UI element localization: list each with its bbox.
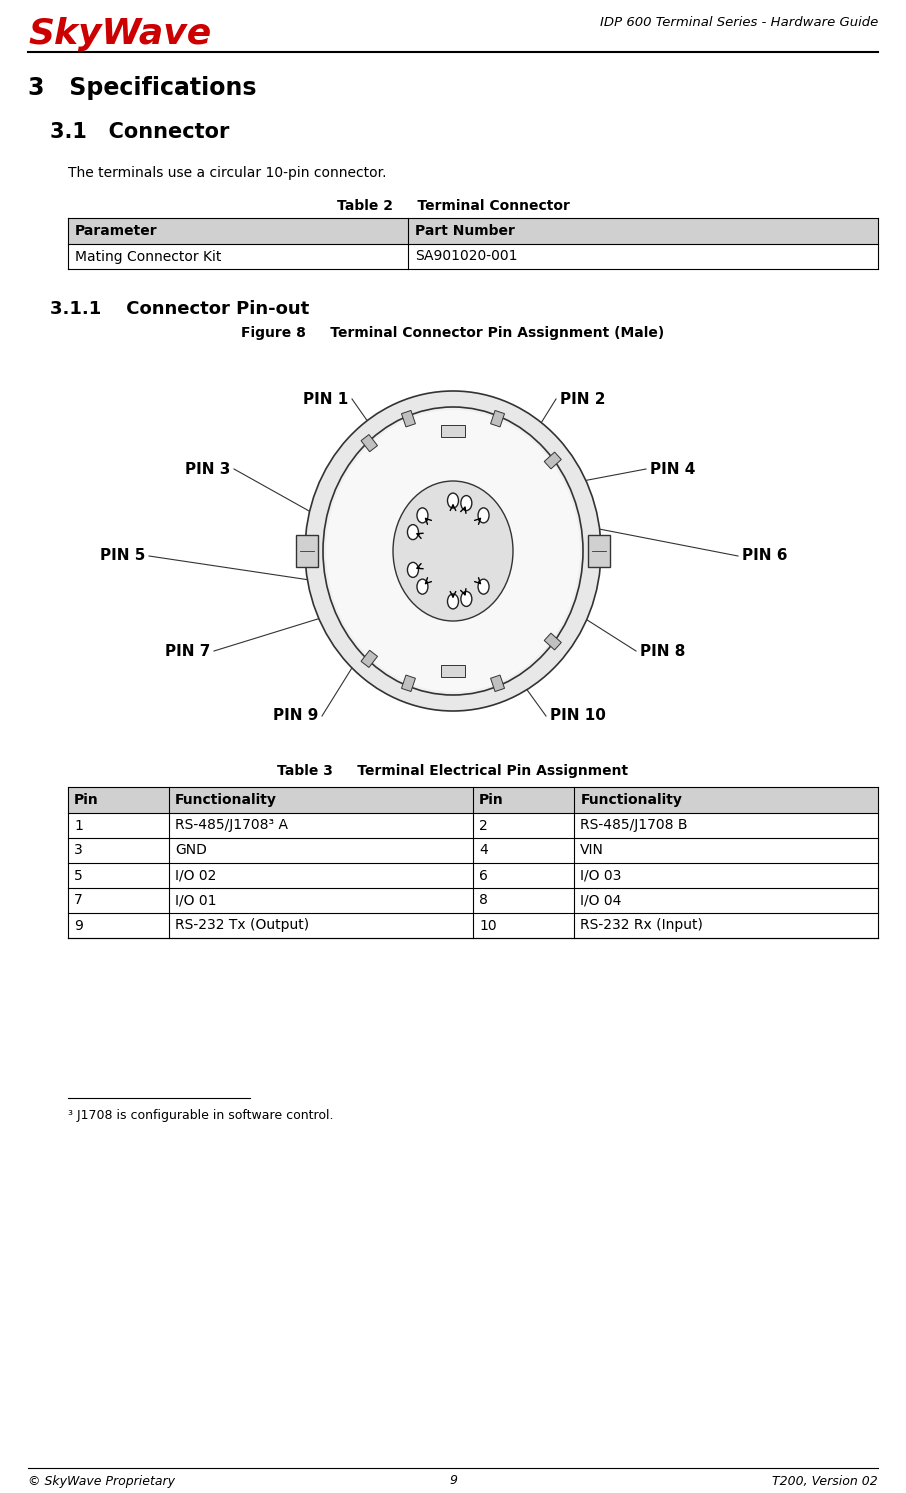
Text: PIN 9: PIN 9: [273, 709, 318, 724]
Text: 9: 9: [74, 918, 82, 933]
Ellipse shape: [461, 591, 472, 606]
Text: Mating Connector Kit: Mating Connector Kit: [75, 249, 221, 263]
Bar: [361, 651, 378, 667]
Text: 3: 3: [74, 844, 82, 857]
Bar: [545, 633, 562, 649]
Text: RS-485/J1708 B: RS-485/J1708 B: [580, 818, 688, 833]
Text: T200, Version 02: T200, Version 02: [772, 1475, 878, 1487]
Text: 1: 1: [74, 818, 82, 833]
Ellipse shape: [326, 411, 580, 691]
Text: 3.1   Connector: 3.1 Connector: [50, 122, 229, 142]
Text: 3   Specifications: 3 Specifications: [28, 76, 256, 100]
Text: Pin: Pin: [74, 793, 99, 808]
Ellipse shape: [393, 481, 513, 621]
Text: RS-485/J1708³ A: RS-485/J1708³ A: [175, 818, 288, 833]
Text: 2: 2: [479, 818, 487, 833]
Bar: [490, 411, 505, 427]
Text: ³ J1708 is configurable in software control.: ³ J1708 is configurable in software cont…: [68, 1109, 333, 1123]
Text: PIN 1: PIN 1: [303, 391, 348, 406]
Text: SkyWave: SkyWave: [28, 16, 211, 51]
Text: Functionality: Functionality: [175, 793, 277, 808]
Text: 3.1.1    Connector Pin-out: 3.1.1 Connector Pin-out: [50, 300, 309, 318]
Text: Pin: Pin: [479, 793, 504, 808]
Text: Figure 8     Terminal Connector Pin Assignment (Male): Figure 8 Terminal Connector Pin Assignme…: [241, 325, 665, 340]
Bar: [441, 664, 465, 676]
Text: PIN 5: PIN 5: [100, 548, 145, 563]
Ellipse shape: [417, 579, 428, 594]
Text: PIN 10: PIN 10: [550, 709, 606, 724]
Text: VIN: VIN: [580, 844, 604, 857]
Ellipse shape: [343, 426, 563, 676]
Bar: [545, 452, 562, 469]
Bar: [401, 411, 416, 427]
Ellipse shape: [376, 460, 530, 642]
Bar: [68, 787, 878, 814]
Text: RS-232 Tx (Output): RS-232 Tx (Output): [175, 918, 309, 933]
Text: Table 2     Terminal Connector: Table 2 Terminal Connector: [336, 199, 570, 213]
Text: Parameter: Parameter: [75, 224, 158, 237]
Bar: [490, 675, 505, 691]
Text: PIN 4: PIN 4: [650, 461, 696, 476]
Ellipse shape: [305, 391, 601, 711]
Text: PIN 3: PIN 3: [185, 461, 230, 476]
Ellipse shape: [340, 423, 566, 679]
Text: 5: 5: [74, 869, 82, 882]
Text: PIN 2: PIN 2: [560, 391, 605, 406]
Bar: [401, 675, 416, 691]
Bar: [441, 426, 465, 437]
Ellipse shape: [393, 481, 513, 621]
Text: PIN 6: PIN 6: [742, 548, 787, 563]
Text: I/O 02: I/O 02: [175, 869, 217, 882]
Ellipse shape: [478, 508, 489, 523]
Text: 4: 4: [479, 844, 487, 857]
Text: 7: 7: [74, 893, 82, 908]
Ellipse shape: [461, 496, 472, 511]
Text: Table 3     Terminal Electrical Pin Assignment: Table 3 Terminal Electrical Pin Assignme…: [277, 764, 629, 778]
Text: 10: 10: [479, 918, 496, 933]
Text: 6: 6: [479, 869, 487, 882]
Ellipse shape: [478, 579, 489, 594]
Text: Part Number: Part Number: [415, 224, 516, 237]
Ellipse shape: [356, 439, 550, 663]
Text: GND: GND: [175, 844, 207, 857]
Bar: [68, 218, 878, 243]
Ellipse shape: [408, 563, 419, 578]
Ellipse shape: [323, 408, 583, 696]
Text: I/O 01: I/O 01: [175, 893, 217, 908]
Text: 8: 8: [479, 893, 487, 908]
Text: © SkyWave Proprietary: © SkyWave Proprietary: [28, 1475, 175, 1487]
Text: RS-232 Rx (Input): RS-232 Rx (Input): [580, 918, 703, 933]
Text: Functionality: Functionality: [580, 793, 682, 808]
Text: PIN 8: PIN 8: [640, 643, 685, 658]
Text: SA901020-001: SA901020-001: [415, 249, 517, 263]
Text: I/O 04: I/O 04: [580, 893, 622, 908]
Ellipse shape: [448, 493, 458, 508]
Ellipse shape: [359, 442, 547, 660]
Ellipse shape: [373, 457, 533, 645]
Bar: [296, 534, 318, 567]
Text: The terminals use a circular 10-pin connector.: The terminals use a circular 10-pin conn…: [68, 166, 387, 181]
Bar: [588, 534, 610, 567]
Bar: [361, 434, 378, 452]
Ellipse shape: [417, 508, 428, 523]
Text: IDP 600 Terminal Series - Hardware Guide: IDP 600 Terminal Series - Hardware Guide: [600, 15, 878, 28]
Text: PIN 7: PIN 7: [165, 643, 210, 658]
Ellipse shape: [408, 524, 419, 539]
Text: 9: 9: [449, 1475, 457, 1487]
Ellipse shape: [448, 594, 458, 609]
Text: I/O 03: I/O 03: [580, 869, 622, 882]
